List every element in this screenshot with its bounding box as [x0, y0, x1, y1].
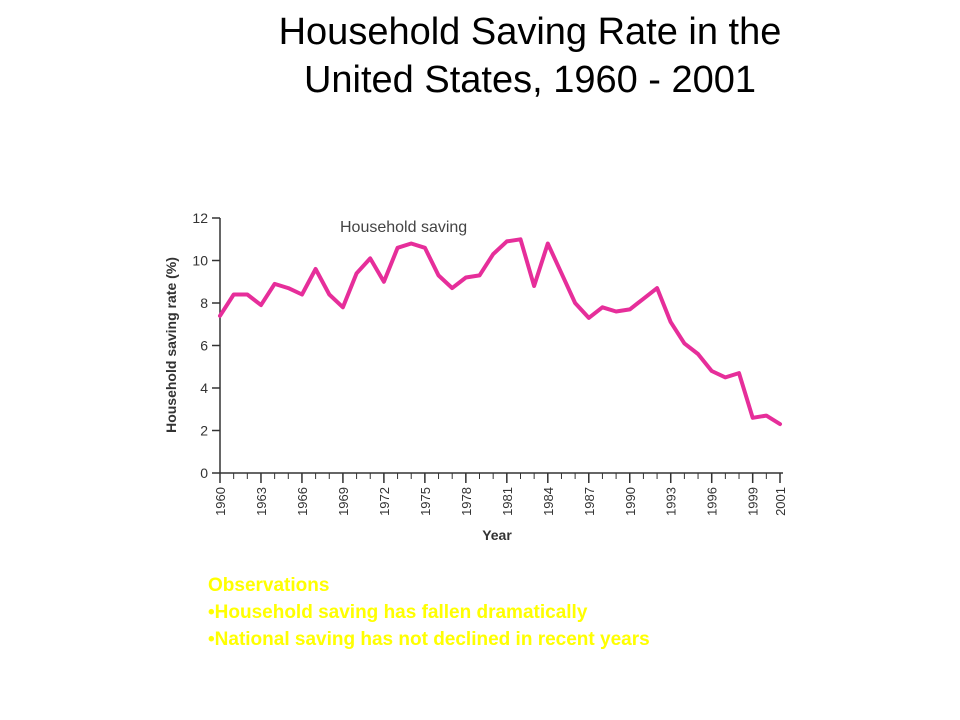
slide-title-line2: United States, 1960 - 2001 — [303, 59, 757, 101]
household-saving-line — [218, 237, 782, 427]
x-tick-label: 1984 — [541, 487, 556, 516]
x-tick-label: 1990 — [623, 487, 638, 516]
slide-title-line1: Household Saving Rate in the — [278, 11, 782, 53]
y-axis-ticks: 0 2 4 6 8 10 12 — [192, 210, 220, 481]
x-tick-label: 1963 — [254, 487, 269, 516]
y-axis-label: Household saving rate (%) — [163, 257, 179, 433]
x-tick-label: 2001 — [773, 487, 788, 516]
observation-item-2: National saving has not declined in rece… — [208, 626, 650, 653]
x-tick-label: 1972 — [377, 487, 392, 516]
y-tick-label: 4 — [200, 380, 208, 396]
household-saving-annotation: Household saving — [340, 219, 467, 236]
slide-title: Household Saving Rate in the United Stat… — [150, 8, 910, 104]
y-tick-label: 10 — [192, 253, 208, 269]
observations-box: Observations Household saving has fallen… — [208, 572, 650, 653]
x-tick-label: 1978 — [459, 487, 474, 516]
x-tick-label: 1996 — [705, 487, 720, 516]
x-tick-label: 1975 — [418, 487, 433, 516]
x-tick-label: 1993 — [664, 487, 679, 516]
x-tick-label: 1987 — [582, 487, 597, 516]
y-tick-label: 12 — [192, 210, 208, 226]
x-tick-label: 1966 — [295, 487, 310, 516]
x-tick-label: 1960 — [213, 487, 228, 516]
y-tick-label: 6 — [200, 338, 208, 354]
observation-item-1: Household saving has fallen dramatically — [208, 599, 650, 626]
y-tick-label: 8 — [200, 295, 208, 311]
x-axis-label: Year — [482, 527, 512, 543]
x-tick-label: 1969 — [336, 487, 351, 516]
y-tick-label: 0 — [200, 465, 208, 481]
observations-heading: Observations — [208, 575, 330, 596]
x-axis-ticks: 1960 1963 1966 1969 1972 1975 1978 1981 1984 1987… — [213, 473, 788, 516]
chart-axes — [219, 218, 783, 479]
x-tick-label: 1981 — [500, 487, 515, 516]
x-tick-label: 1999 — [746, 487, 761, 516]
y-tick-label: 2 — [200, 423, 208, 439]
